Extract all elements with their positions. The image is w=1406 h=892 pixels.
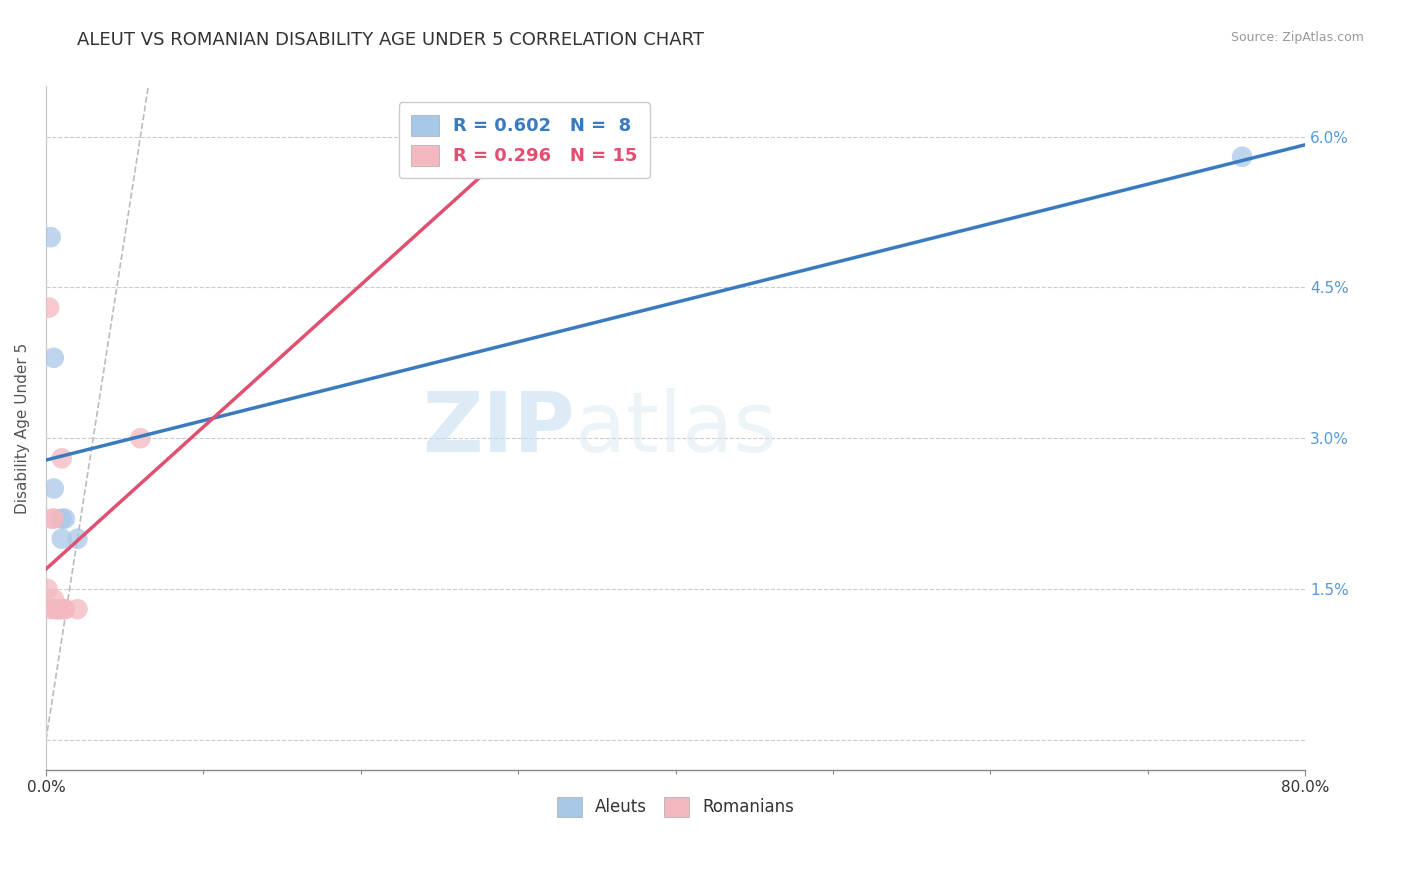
Point xyxy=(44,602,66,616)
Point xyxy=(39,230,62,244)
Point xyxy=(48,602,70,616)
Text: ALEUT VS ROMANIAN DISABILITY AGE UNDER 5 CORRELATION CHART: ALEUT VS ROMANIAN DISABILITY AGE UNDER 5… xyxy=(77,31,704,49)
Point xyxy=(53,511,76,525)
Point xyxy=(42,482,65,496)
Point xyxy=(42,511,65,525)
Y-axis label: Disability Age Under 5: Disability Age Under 5 xyxy=(15,343,30,514)
Point xyxy=(66,602,89,616)
Point xyxy=(46,602,69,616)
Text: ZIP: ZIP xyxy=(422,388,575,468)
Point xyxy=(53,602,76,616)
Point xyxy=(39,602,62,616)
Text: atlas: atlas xyxy=(575,388,776,468)
Point xyxy=(53,602,76,616)
Point xyxy=(49,602,72,616)
Point xyxy=(38,301,60,315)
Legend: Aleuts, Romanians: Aleuts, Romanians xyxy=(550,790,801,823)
Text: Source: ZipAtlas.com: Source: ZipAtlas.com xyxy=(1230,31,1364,45)
Point xyxy=(51,511,73,525)
Point xyxy=(42,592,65,607)
Point xyxy=(51,451,73,466)
Point xyxy=(41,511,63,525)
Point xyxy=(129,431,152,445)
Point xyxy=(42,351,65,365)
Point xyxy=(37,582,59,596)
Point xyxy=(51,532,73,546)
Point xyxy=(1230,150,1253,164)
Point xyxy=(66,532,89,546)
